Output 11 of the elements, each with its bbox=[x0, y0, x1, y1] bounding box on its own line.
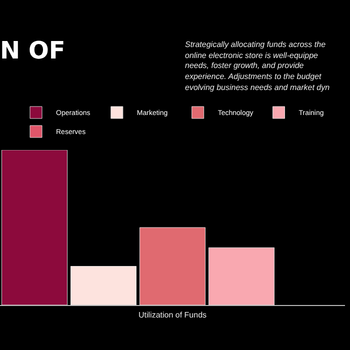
bar bbox=[70, 266, 137, 305]
text: experience. Adjustments to the budget bbox=[185, 72, 322, 81]
bar bbox=[208, 247, 275, 305]
chart-title: N OF bbox=[0, 36, 66, 64]
text: online electronic store is well-equippe bbox=[185, 51, 319, 60]
text: needs, foster growth, and provide bbox=[185, 61, 304, 70]
x-axis-title: Utilization of Funds bbox=[138, 310, 207, 320]
text: evolving business needs and market dyn bbox=[185, 83, 330, 92]
bar bbox=[139, 227, 206, 305]
bar bbox=[1, 150, 68, 305]
text: Strategically allocating funds across the bbox=[185, 40, 326, 49]
